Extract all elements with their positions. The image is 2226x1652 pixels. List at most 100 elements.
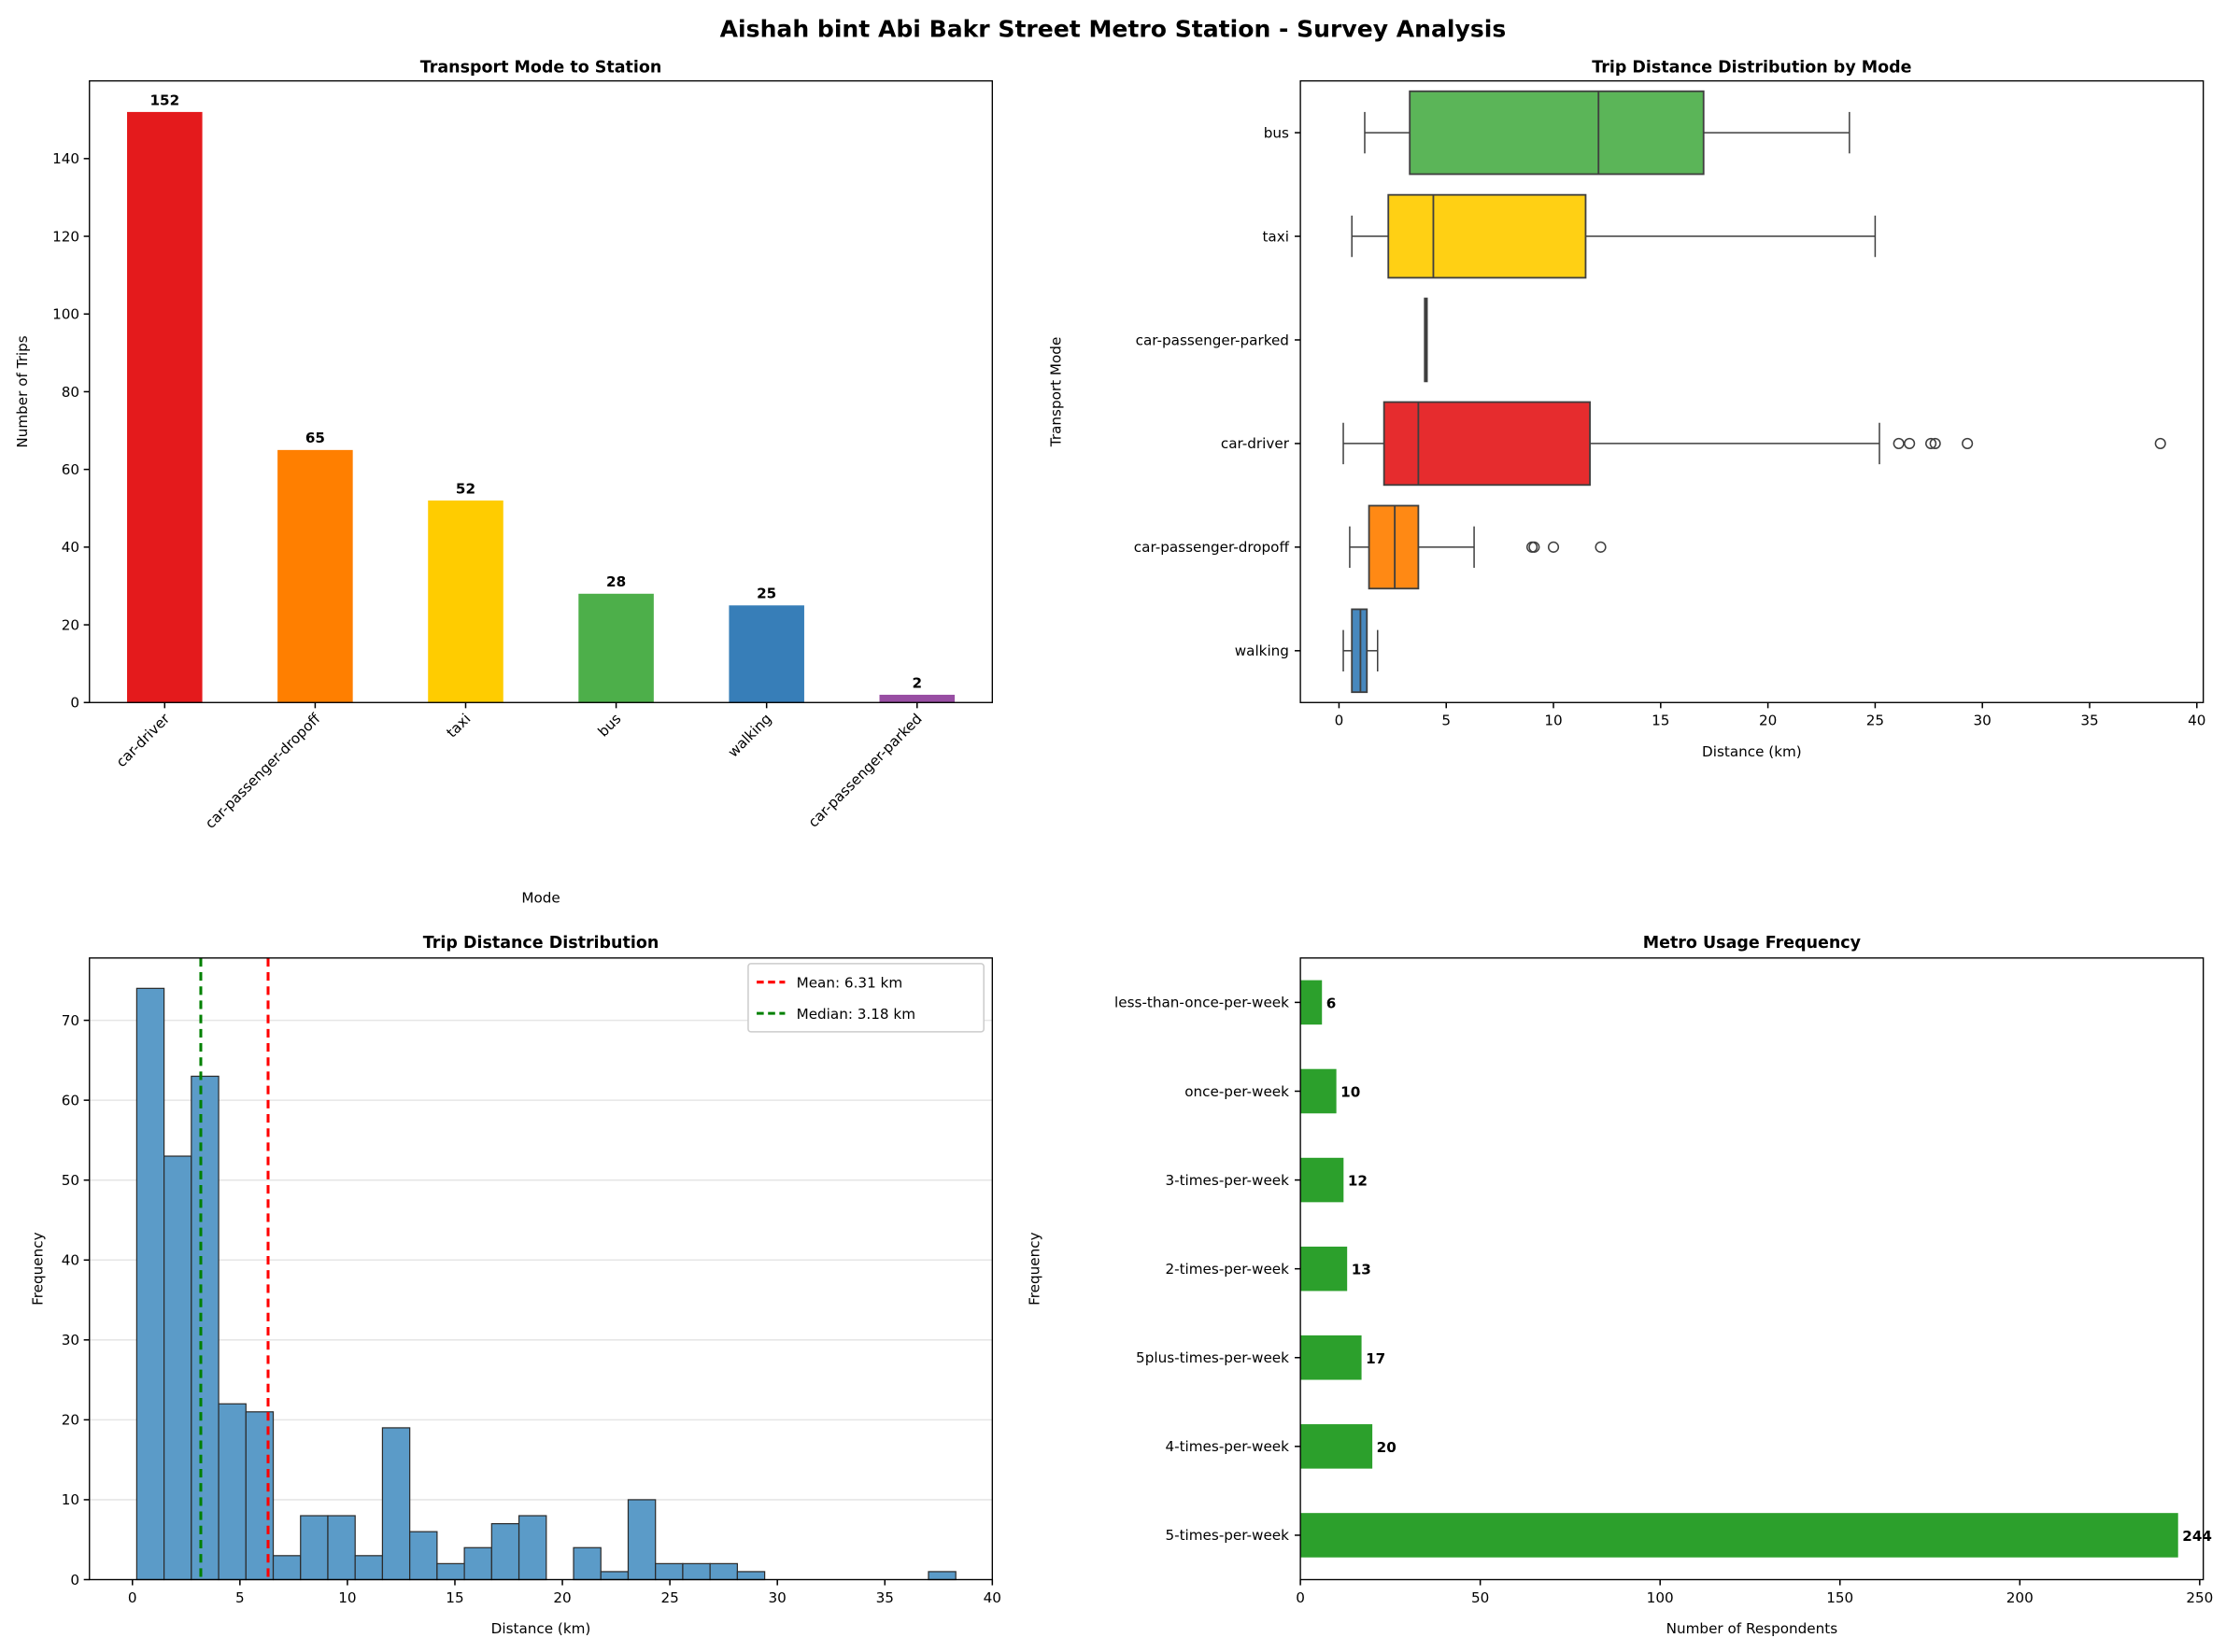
y-tick-label: 80 (62, 384, 79, 401)
box-car-passenger-parked (1424, 297, 1428, 383)
bar-5plus-times-per-week (1300, 1334, 1362, 1380)
x-tick-label: 20 (1759, 713, 1777, 729)
y-tick-label: 120 (52, 228, 79, 245)
histogram-bar (163, 1155, 192, 1581)
histogram-bar (682, 1562, 711, 1581)
histogram-bar (272, 1555, 302, 1581)
x-tick-label: 25 (660, 1589, 678, 1606)
outlier-point (1904, 437, 1916, 450)
x-tick-label: 10 (338, 1589, 356, 1606)
y-tick-label: 140 (52, 150, 79, 167)
x-tick-label: 40 (984, 1589, 1001, 1606)
x-tick-label: 40 (2188, 713, 2205, 729)
y-tick-label: 0 (70, 695, 79, 712)
box-iqr (1382, 401, 1591, 487)
y-tick-label: 60 (62, 461, 79, 478)
y-tick-label: 0 (70, 1572, 79, 1588)
data-label: 17 (1366, 1350, 1385, 1367)
x-tick-label: 30 (769, 1589, 787, 1606)
outlier-point (2154, 437, 2166, 450)
histogram-bar (436, 1562, 465, 1581)
y-tick-label: bus (1264, 124, 1289, 141)
legend: Mean: 6.31 km Median: 3.18 km (747, 963, 985, 1033)
x-tick-label: 5 (1441, 713, 1451, 729)
outlier-point (1962, 437, 1974, 450)
y-axis-label: Frequency (1026, 1232, 1042, 1305)
outlier-point (1929, 437, 1941, 450)
data-label: 52 (456, 480, 475, 497)
outlier-point (1893, 437, 1905, 450)
bar-2-times-per-week (1300, 1246, 1348, 1292)
histogram-bar (600, 1571, 630, 1581)
y-tick-label: less-than-once-per-week (1114, 995, 1289, 1011)
x-tick-label: 200 (2006, 1589, 2034, 1606)
chart-title: Trip Distance Distribution (423, 934, 659, 953)
histogram-bar (709, 1562, 738, 1581)
box-iqr (1351, 608, 1368, 694)
panel-metro-frequency: Metro Usage Frequency Number of Responde… (1026, 934, 2213, 1637)
data-label: 12 (1348, 1173, 1368, 1190)
box-iqr (1387, 193, 1587, 279)
x-axis-label: Mode (521, 890, 560, 907)
y-tick-label: 3-times-per-week (1165, 1172, 1289, 1189)
y-tick-label: 20 (62, 1412, 79, 1429)
panel-transport-mode: Transport Mode to Station Mode Number of… (14, 59, 994, 907)
y-tick-label: car-passenger-dropoff (1134, 539, 1290, 556)
chart-title: Trip Distance Distribution by Mode (1592, 59, 1911, 78)
plot-frame (1299, 79, 2205, 703)
box-bus (1364, 90, 1850, 176)
x-tick-label: 0 (128, 1589, 137, 1606)
y-axis-label: Number of Trips (14, 335, 31, 447)
bar-once-per-week (1300, 1068, 1337, 1114)
box-iqr (1409, 90, 1705, 176)
x-tick-label: 150 (1826, 1589, 1853, 1606)
x-tick-label: 250 (2186, 1589, 2213, 1606)
y-tick-label: 50 (62, 1172, 79, 1189)
data-label: 20 (1377, 1439, 1397, 1456)
x-tick-label: 5 (235, 1589, 245, 1606)
box-car-passenger-dropoff (1349, 504, 1607, 590)
x-axis-label: Distance (km) (491, 1620, 591, 1637)
y-tick-label: 2-times-per-week (1165, 1261, 1289, 1278)
x-tick-label: 20 (553, 1589, 571, 1606)
bar-bus (578, 593, 654, 703)
x-tick-label: car-driver (113, 710, 174, 770)
y-tick-label: 20 (62, 616, 79, 633)
x-tick-label: 10 (1544, 713, 1562, 729)
legend-median-label: Median: 3.18 km (797, 1006, 915, 1023)
x-tick-label: 35 (2080, 713, 2098, 729)
histogram-bar (463, 1546, 492, 1581)
y-axis-label: Frequency (30, 1232, 47, 1305)
y-tick-label: 40 (62, 539, 79, 556)
data-label: 10 (1340, 1084, 1360, 1101)
histogram-bar (736, 1571, 766, 1581)
histogram-bar (218, 1403, 247, 1581)
y-axis-label: Transport Mode (1047, 337, 1064, 447)
x-tick-label: car-passenger-parked (805, 711, 926, 831)
histogram-bar (573, 1546, 602, 1581)
data-label: 6 (1326, 995, 1337, 1011)
x-tick-label: 100 (1647, 1589, 1674, 1606)
x-tick-label: walking (725, 711, 775, 761)
y-tick-label: 60 (62, 1092, 79, 1108)
x-tick-label: 15 (1652, 713, 1669, 729)
bar-car-passenger-dropoff (277, 449, 353, 703)
outlier-point (1925, 437, 1937, 450)
y-tick-label: 70 (62, 1012, 79, 1029)
data-label: 13 (1352, 1262, 1371, 1278)
histogram-bar (409, 1531, 438, 1581)
data-label: 152 (149, 92, 179, 108)
y-tick-label: walking (1235, 642, 1289, 659)
histogram-bar (381, 1427, 411, 1581)
histogram-bar (327, 1515, 356, 1581)
data-label: 2 (912, 674, 922, 691)
histogram-bar (300, 1515, 329, 1581)
x-tick-label: taxi (444, 711, 475, 741)
y-tick-label: 30 (62, 1332, 79, 1348)
outlier-point (1528, 541, 1540, 553)
legend-mean-label: Mean: 6.31 km (797, 975, 903, 992)
y-tick-label: 100 (52, 306, 79, 323)
x-tick-label: 15 (446, 1589, 463, 1606)
y-tick-label: taxi (1262, 228, 1288, 245)
bar-less-than-once-per-week (1300, 980, 1323, 1025)
